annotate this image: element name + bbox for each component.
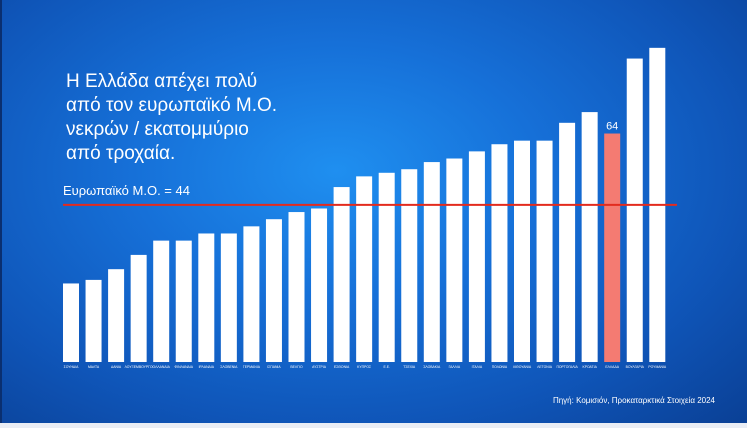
bar-4: [130, 254, 147, 362]
category-label-8: ΣΛΟΒΕΝΙΑ: [220, 365, 238, 369]
bar-3: [108, 269, 125, 362]
left-frame-edge: [0, 0, 2, 428]
bar-20: [491, 144, 508, 362]
chart-title: Η Ελλάδα απέχει πολύ από τον ευρωπαϊκό Μ…: [66, 71, 278, 164]
category-label-25: ΕΛΛΑΔΑ: [605, 365, 619, 369]
category-label-7: ΙΡΛΑΝΔΙΑ: [199, 365, 215, 369]
bar-21: [514, 140, 530, 362]
category-label-27: ΡΟΥΜΑΝΙΑ: [648, 365, 667, 369]
category-label-20: ΠΟΛΩΝΙΑ: [492, 365, 508, 369]
bar-18: [446, 158, 463, 362]
category-label-22: ΛΕΤΟΝΙΑ: [537, 365, 553, 369]
category-label-2: ΜΑΛΤΑ: [88, 365, 100, 369]
category-label-17: ΣΛΟΒΑΚΙΑ: [423, 365, 441, 369]
bar-26: [626, 58, 643, 363]
category-label-15: Ε.Ε.: [383, 365, 389, 369]
category-label-19: ΙΤΑΛΙΑ: [472, 365, 483, 369]
category-label-18: ΓΑΛΛΙΑ: [449, 365, 461, 369]
bar-24: [581, 112, 598, 362]
bar-6: [175, 240, 192, 362]
bar-19: [468, 151, 485, 362]
bar-25: [604, 133, 621, 362]
bar-14: [356, 176, 373, 362]
bar-16: [401, 169, 418, 362]
source-note: Πηγή: Κομισιόν, Προκαταρκτικά Στοιχεία 2…: [552, 396, 715, 405]
bar-13: [333, 187, 350, 362]
category-label-12: ΑΥΣΤΡΙΑ: [312, 365, 327, 369]
category-label-1: ΣΟΥΗΔΙΑ: [64, 365, 80, 369]
category-label-16: ΤΣΕΧΙΑ: [403, 365, 416, 369]
bar-12: [311, 208, 328, 362]
category-label-14: ΚΥΠΡΟΣ: [357, 365, 371, 369]
category-label-13: ΕΣΘΟΝΙΑ: [334, 365, 350, 369]
category-label-4: ΛΟΥΞΕΜΒΟΥΡΓΟ: [125, 365, 153, 369]
category-label-5: ΟΛΛΑΝΔΙΑ: [153, 365, 171, 369]
average-label: Ευρωπαϊκό Μ.Ο. = 44: [63, 183, 190, 198]
category-label-9: ΓΕΡΜΑΝΙΑ: [243, 365, 261, 369]
bar-23: [559, 122, 576, 362]
category-label-10: ΙΣΠΑΝΙΑ: [267, 365, 281, 369]
category-label-11: ΒΕΛΓΙΟ: [290, 365, 303, 369]
bars-group: [63, 47, 666, 363]
category-labels-group: ΣΟΥΗΔΙΑ ΜΑΛΤΑ ΔΑΝΙΑ ΛΟΥΞΕΜΒΟΥΡΓΟ ΟΛΛΑΝΔΙΑ ΦΙΝ…: [64, 121, 667, 369]
bar-9: [243, 226, 260, 362]
bar-5: [153, 240, 170, 362]
data-label-25: 64: [606, 121, 618, 133]
bar-22: [536, 140, 553, 362]
bottom-frame-edge: [0, 423, 747, 428]
category-label-21: ΛΙΘΟΥΑΝΙΑ: [513, 365, 532, 369]
bar-1: [63, 283, 79, 362]
category-label-6: ΦΙΝΛΑΝΔΙΑ: [174, 365, 193, 369]
category-label-23: ΠΟΡΤΟΓΑΛΙΑ: [556, 365, 578, 369]
bar-17: [423, 162, 440, 362]
bar-10: [265, 219, 282, 362]
bar-11: [288, 212, 305, 362]
bar-15: [378, 172, 395, 362]
category-label-3: ΔΑΝΙΑ: [111, 365, 122, 369]
bar-8: [220, 233, 237, 362]
category-label-26: ΒΟΥΛΓΑΡΙΑ: [626, 365, 645, 369]
bar-2: [85, 279, 102, 362]
category-label-24: ΚΡΟΑΤΙΑ: [582, 365, 597, 369]
bar-7: [198, 233, 215, 362]
